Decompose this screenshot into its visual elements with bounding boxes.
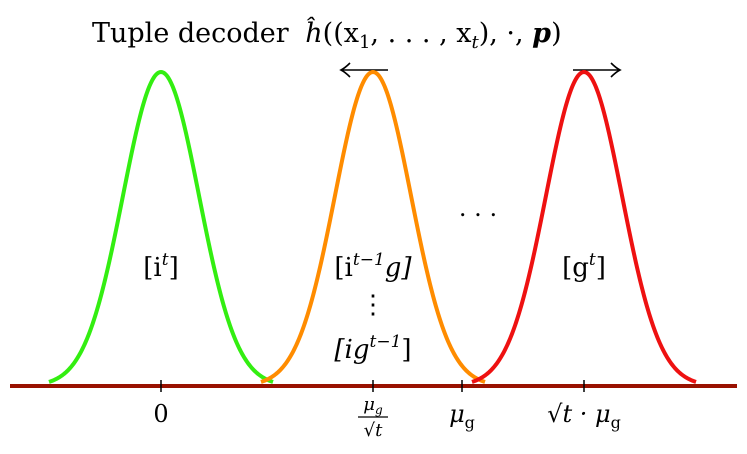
svg-text:μg: μg xyxy=(363,394,383,417)
orange-vdots: ⋮ xyxy=(360,290,386,320)
axis-ticks xyxy=(160,380,585,392)
svg-text:√t: √t xyxy=(364,420,383,441)
red-gaussian-curve xyxy=(471,69,697,384)
tick-label-0: 0 xyxy=(153,400,168,428)
red-curve-label: [gt] xyxy=(562,250,606,283)
orange-gaussian-curve xyxy=(260,69,486,384)
orange-curve-label-2: [igt−1] xyxy=(334,332,411,365)
tick-label-mu-over-sqrt-t: μg √t xyxy=(358,394,388,441)
orange-left-arrow xyxy=(339,62,388,78)
tick-label-sqrt-t-mu: √t · μg xyxy=(547,400,621,432)
orange-curve-label: [it−1g] xyxy=(334,250,412,283)
diagram-title: Tuple decoder ĥ((x1, . . . , xt), ·, p) xyxy=(92,16,562,53)
tick-label-mu: μg xyxy=(449,400,475,432)
red-right-arrow xyxy=(573,62,622,78)
ellipsis: . . . xyxy=(459,194,497,222)
green-curve-label: [it] xyxy=(143,250,178,283)
green-gaussian-curve xyxy=(48,69,274,384)
